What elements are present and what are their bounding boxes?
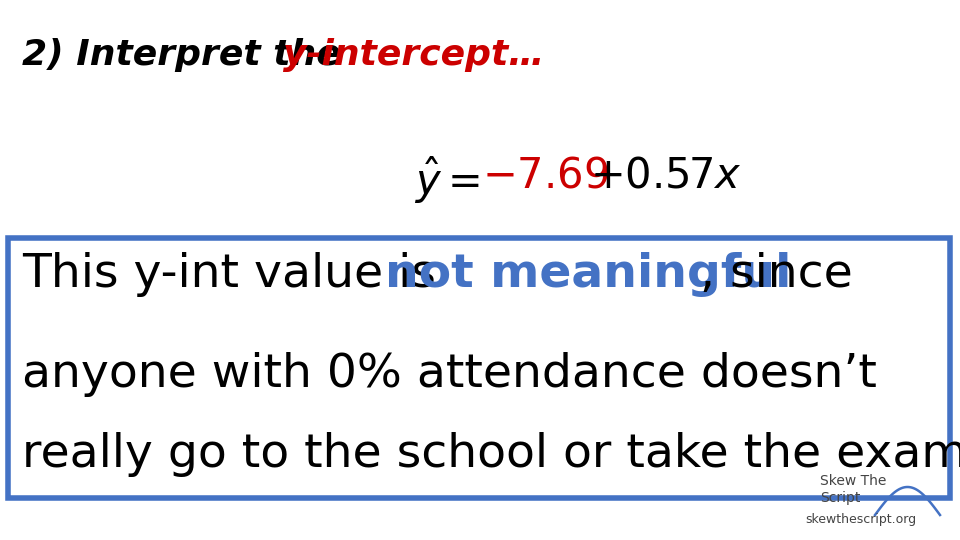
Text: really go to the school or take the exam.: really go to the school or take the exam… [22, 432, 960, 477]
Text: y-intercept…: y-intercept… [283, 38, 544, 72]
Text: $\hat{y} = $: $\hat{y} = $ [414, 155, 480, 206]
Text: This y-int value is: This y-int value is [22, 252, 451, 297]
Text: , since: , since [700, 252, 852, 297]
Bar [8, 238, 950, 498]
Text: $+ 0.57x$: $+ 0.57x$ [590, 155, 741, 197]
Text: Skew The
Script: Skew The Script [820, 474, 886, 505]
Text: $-7.69$: $-7.69$ [482, 155, 609, 197]
Text: anyone with 0% attendance doesn’t: anyone with 0% attendance doesn’t [22, 352, 876, 397]
Text: 2) Interpret the: 2) Interpret the [22, 38, 353, 72]
Text: not meaningful: not meaningful [385, 252, 791, 297]
Text: skewthescript.org: skewthescript.org [805, 513, 916, 526]
